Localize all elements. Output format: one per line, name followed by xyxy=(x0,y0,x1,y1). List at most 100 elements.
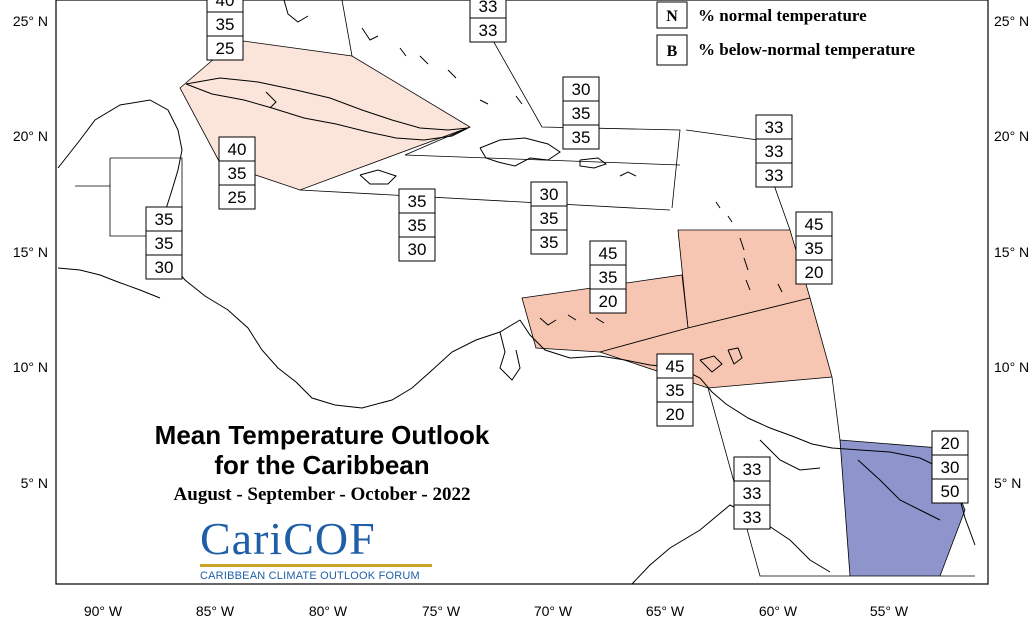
lat-tick-labels-left: 25° N 20° N 15° N 10° N 5° N xyxy=(13,13,48,491)
prob-stack-hispaniola-north: 30 35 35 xyxy=(562,76,600,150)
prob-cell xyxy=(755,138,793,164)
prob-value: 25 xyxy=(228,188,247,207)
prob-cell xyxy=(656,401,694,427)
prob-cell xyxy=(206,35,244,61)
prob-stack-windward-islands: 45 35 20 xyxy=(795,211,833,285)
prob-stack-trinidad: 45 35 20 xyxy=(656,353,694,427)
prob-value: 45 xyxy=(599,244,618,263)
prob-stack-hispaniola-south: 30 35 35 xyxy=(530,181,568,255)
lon-tick-75w: 75° W xyxy=(422,603,461,619)
prob-value: 35 xyxy=(540,209,559,228)
lon-tick-55w: 55° W xyxy=(870,603,909,619)
prob-value: 35 xyxy=(572,128,591,147)
prob-value: 30 xyxy=(572,80,591,99)
prob-value: 33 xyxy=(765,142,784,161)
prob-cell xyxy=(733,504,771,530)
lon-tick-60w: 60° W xyxy=(759,603,798,619)
prob-value: 35 xyxy=(805,239,824,258)
prob-value: 30 xyxy=(408,240,427,259)
prob-cell xyxy=(218,184,256,210)
prob-value: 35 xyxy=(155,210,174,229)
prob-cell xyxy=(589,288,627,314)
prob-cell xyxy=(398,212,436,238)
prob-value: 25 xyxy=(216,39,235,58)
map-title-line-2: for the Caribbean xyxy=(214,450,430,480)
logo-wordmark: CariCOF xyxy=(200,513,376,564)
prob-cell xyxy=(145,230,183,256)
lon-tick-90w: 90° W xyxy=(84,603,123,619)
lat-tick-15n-right: 15° N xyxy=(994,244,1029,260)
caricof-logo: CariCOF CARIBBEAN CLIMATE OUTLOOK FORUM xyxy=(200,516,436,582)
lat-tick-10n-left: 10° N xyxy=(13,359,48,375)
prob-cell xyxy=(562,124,600,150)
prob-cell xyxy=(931,454,969,480)
map-title-line-1: Mean Temperature Outlook xyxy=(154,420,490,450)
prob-stack-abc-islands: 45 35 20 xyxy=(589,240,627,314)
legend: N % normal temperature B % below-normal … xyxy=(656,1,915,66)
prob-cell xyxy=(218,136,256,162)
prob-stack-guyana: 33 33 33 xyxy=(733,456,771,530)
lat-tick-10n-right: 10° N xyxy=(994,359,1029,375)
prob-value: 30 xyxy=(941,458,960,477)
prob-stack-leeward-islands-east: 33 33 33 xyxy=(755,114,793,188)
logo-tagline: CARIBBEAN CLIMATE OUTLOOK FORUM xyxy=(200,570,420,582)
lat-tick-5n-right: 5° N xyxy=(994,475,1021,491)
prob-stack-cuba: 40 35 25 xyxy=(218,136,256,210)
prob-value: 20 xyxy=(599,292,618,311)
prob-cell xyxy=(206,11,244,37)
prob-value: 30 xyxy=(155,258,174,277)
lat-tick-25n-left: 25° N xyxy=(13,13,48,29)
prob-cell xyxy=(530,205,568,231)
coastlines xyxy=(57,0,976,585)
prob-value: 35 xyxy=(599,268,618,287)
prob-value: 35 xyxy=(572,104,591,123)
prob-value: 33 xyxy=(479,21,498,40)
prob-cell xyxy=(589,240,627,266)
prob-cell xyxy=(530,229,568,255)
prob-value: 40 xyxy=(216,0,235,10)
prob-cell xyxy=(795,211,833,237)
prob-cell xyxy=(795,235,833,261)
prob-value: 45 xyxy=(666,357,685,376)
prob-value: 35 xyxy=(408,192,427,211)
legend-key-n: N xyxy=(666,8,678,25)
prob-value: 35 xyxy=(666,381,685,400)
prob-value: 35 xyxy=(228,164,247,183)
prob-value: 33 xyxy=(743,484,762,503)
title-block: Mean Temperature Outlook for the Caribbe… xyxy=(108,420,536,506)
logo-underline xyxy=(200,564,432,567)
lon-tick-85w: 85° W xyxy=(196,603,235,619)
prob-stack-belize: 35 35 30 xyxy=(145,206,183,280)
prob-value: 33 xyxy=(743,460,762,479)
prob-value: 35 xyxy=(216,15,235,34)
prob-value: 33 xyxy=(765,118,784,137)
prob-stack-suriname-french-guiana: 20 30 50 xyxy=(931,430,969,504)
prob-value: 20 xyxy=(941,434,960,453)
lon-tick-65w: 65° W xyxy=(646,603,685,619)
lon-tick-labels: 90° W 85° W 80° W 75° W 70° W 65° W 60° … xyxy=(84,603,909,619)
probability-boxes: 4035253333403525303535353530303535353530… xyxy=(145,0,969,530)
lon-tick-70w: 70° W xyxy=(534,603,573,619)
lon-tick-80w: 80° W xyxy=(309,603,348,619)
prob-cell xyxy=(589,264,627,290)
prob-cell xyxy=(398,188,436,214)
prob-value: 30 xyxy=(540,185,559,204)
prob-cell xyxy=(656,377,694,403)
prob-cell xyxy=(733,456,771,482)
prob-value: 20 xyxy=(666,405,685,424)
prob-value: 35 xyxy=(408,216,427,235)
prob-cell xyxy=(931,478,969,504)
prob-value: 35 xyxy=(155,234,174,253)
legend-label-normal: % normal temperature xyxy=(698,6,867,25)
lat-tick-25n-right: 25° N xyxy=(994,13,1029,29)
lat-tick-20n-right: 20° N xyxy=(994,128,1029,144)
prob-cell xyxy=(755,162,793,188)
forecast-period: August - September - October - 2022 xyxy=(173,484,471,505)
legend-key-b: B xyxy=(667,43,678,60)
prob-value: 50 xyxy=(941,482,960,501)
prob-value: 33 xyxy=(765,166,784,185)
lat-tick-labels-right: 25° N 20° N 15° N 10° N 5° N xyxy=(994,13,1029,491)
prob-value: 45 xyxy=(805,215,824,234)
